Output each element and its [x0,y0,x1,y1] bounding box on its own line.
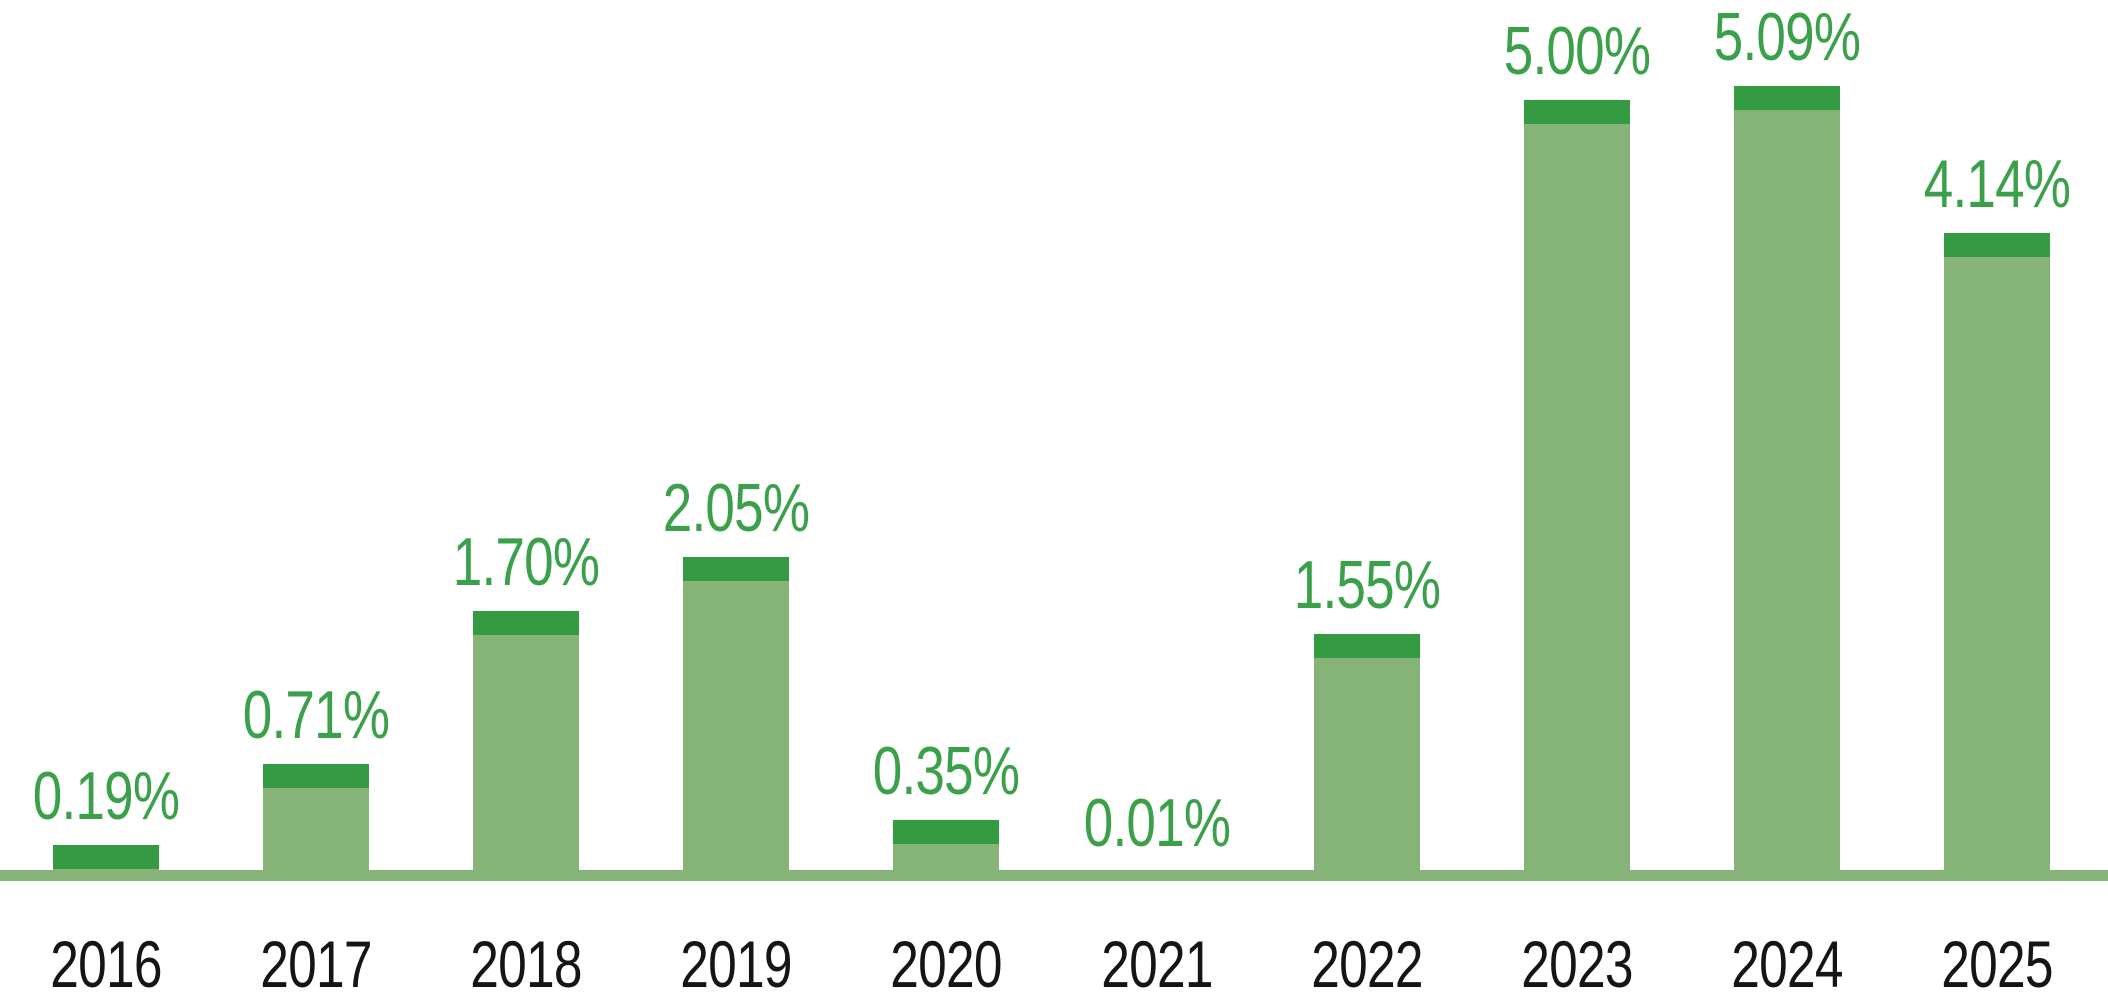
year-label: 2018 [470,927,582,992]
year-label: 2024 [1731,927,1843,992]
bar-cap [52,844,159,869]
value-label: 4.14% [1924,146,2071,223]
value-label: 0.35% [873,732,1020,809]
year-label: 2017 [259,927,372,992]
year-label: 2016 [49,927,162,992]
bar-cap [683,556,790,581]
year-label: 2023 [1521,927,1633,992]
year-label: 2022 [1310,927,1423,992]
bar [683,556,790,874]
value-label: 1.55% [1293,547,1440,624]
bar [472,610,579,874]
bar [893,819,1000,874]
bar [1944,233,2051,874]
value-label: 0.01% [1083,785,1230,862]
bar-cap [1523,100,1630,124]
value-label: 2.05% [662,469,810,546]
bar [1734,86,1841,874]
x-axis-line [0,870,2108,881]
bar-cap [893,819,1000,844]
bar [1313,634,1420,874]
value-label: 5.09% [1713,0,1861,76]
value-label: 0.71% [242,677,389,754]
bar-cap [1313,634,1420,659]
year-label: 2019 [680,927,792,992]
bar-cap [1734,86,1841,111]
bar [52,844,159,874]
bar-cap [262,764,369,789]
bar-cap [1944,233,2051,258]
year-label: 2020 [890,927,1003,992]
year-label: 2025 [1941,927,2054,992]
bar [1523,100,1630,874]
value-label: 1.70% [452,523,600,600]
value-label: 5.00% [1503,13,1651,89]
bar [262,764,369,874]
year-label: 2021 [1100,927,1213,992]
value-label: 0.19% [32,757,179,834]
bar-cap [472,610,579,635]
